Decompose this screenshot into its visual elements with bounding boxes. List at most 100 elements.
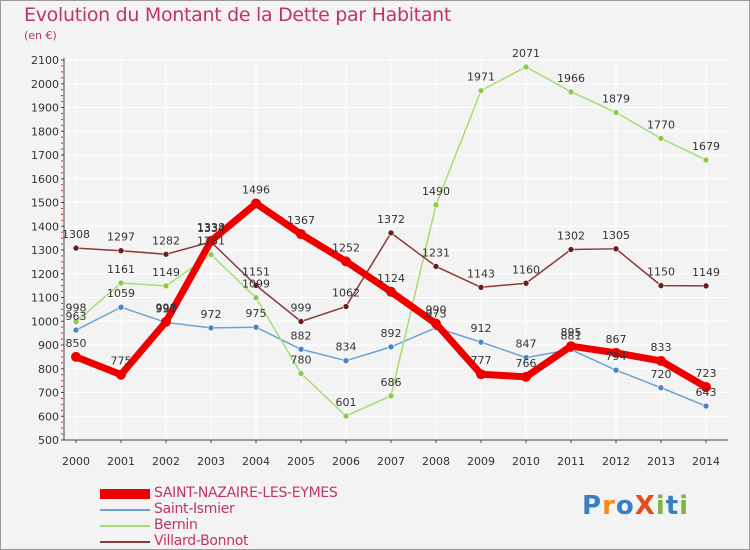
data-label: 720 (651, 368, 672, 381)
data-point (116, 369, 126, 380)
data-point (611, 347, 621, 358)
data-point (567, 88, 575, 96)
y-tick-label: 1100 (31, 292, 59, 305)
data-label: 780 (291, 354, 312, 367)
data-point (342, 303, 350, 310)
data-point (657, 135, 665, 142)
chart-title: Evolution du Montant de la Dette par Hab… (24, 4, 452, 26)
data-label: 1282 (152, 234, 180, 247)
data-label: 1305 (602, 229, 630, 242)
y-tick-label: 1800 (31, 125, 59, 138)
data-label: 1490 (422, 185, 450, 198)
data-point (117, 303, 125, 311)
data-point (656, 355, 666, 366)
data-label: 1124 (377, 272, 405, 285)
data-label: 998 (156, 302, 177, 315)
data-label: 1059 (107, 287, 135, 300)
data-label: 881 (561, 330, 582, 343)
data-label: 2071 (512, 47, 540, 60)
y-tick-label: 2000 (31, 78, 59, 91)
data-point (252, 294, 260, 302)
data-label: 882 (291, 329, 312, 342)
data-label: 1149 (692, 266, 720, 279)
chart-unit: (en €) (24, 29, 57, 42)
data-label: 847 (516, 338, 537, 351)
data-point (702, 156, 710, 164)
data-point (432, 201, 440, 209)
legend-label: SAINT-NAZAIRE-LES-EYMES (154, 485, 338, 501)
data-label: 1971 (467, 71, 495, 84)
data-point (296, 229, 306, 240)
legend-swatch (100, 509, 150, 511)
data-label: 895 (561, 326, 582, 339)
data-label: 892 (381, 327, 402, 340)
data-point (117, 279, 125, 287)
data-label: 1334 (197, 222, 225, 235)
data-label: 1099 (242, 278, 270, 291)
y-tick-label: 1200 (31, 268, 59, 281)
data-label: 643 (696, 386, 717, 399)
data-point (387, 392, 395, 400)
legend-swatch (100, 525, 150, 527)
data-label: 1679 (692, 140, 720, 153)
x-tick-label: 2014 (692, 455, 720, 468)
data-point (477, 87, 485, 94)
data-point (567, 246, 575, 253)
data-label: 1297 (107, 231, 135, 244)
y-tick-label: 1400 (31, 220, 59, 233)
data-point (702, 282, 710, 290)
data-label: 1160 (512, 263, 540, 276)
data-point (477, 338, 485, 346)
data-point (431, 318, 441, 329)
y-tick-label: 1700 (31, 149, 59, 162)
data-point (162, 282, 170, 290)
y-tick-label: 700 (38, 387, 59, 400)
data-point (657, 384, 665, 392)
data-point (342, 412, 350, 420)
data-label: 867 (606, 333, 627, 346)
data-point (72, 318, 80, 326)
data-point (72, 326, 80, 334)
data-point (522, 279, 530, 287)
y-tick-label: 800 (38, 363, 59, 376)
data-label: 723 (696, 367, 717, 380)
data-label: 686 (381, 376, 402, 389)
data-label: 1151 (242, 265, 270, 278)
data-label: 1966 (557, 72, 585, 85)
y-tick-label: 1900 (31, 102, 59, 115)
data-label: 1161 (107, 263, 135, 276)
data-label: 999 (291, 301, 312, 314)
data-point (387, 343, 395, 351)
data-label: 998 (66, 302, 87, 315)
data-point (117, 247, 125, 255)
data-point (566, 341, 576, 352)
legend-label: Villard-Bonnot (154, 533, 249, 549)
data-point (297, 318, 305, 325)
series-group (71, 63, 711, 420)
data-point (341, 256, 351, 267)
x-tick-label: 2007 (377, 455, 405, 468)
data-point (476, 369, 486, 380)
data-label: 1231 (422, 246, 450, 259)
data-label: 1281 (197, 235, 225, 248)
data-label: 1149 (152, 266, 180, 279)
data-point (297, 370, 305, 377)
data-label: 1062 (332, 287, 360, 300)
data-point (657, 282, 665, 289)
data-point (477, 283, 485, 291)
data-point (207, 324, 215, 332)
x-tick-label: 2003 (197, 455, 225, 468)
data-label: 1372 (377, 213, 405, 226)
x-tick-label: 2004 (242, 455, 270, 468)
y-tick-label: 500 (38, 434, 59, 447)
y-tick-label: 900 (38, 339, 59, 352)
data-label: 833 (651, 341, 672, 354)
data-label: 972 (201, 308, 222, 321)
data-point (702, 402, 710, 410)
y-tick-label: 600 (38, 410, 59, 423)
legend-label: Bernin (154, 517, 198, 533)
legend-swatch (100, 541, 150, 543)
y-tick-label: 1600 (31, 173, 59, 186)
data-label: 794 (606, 350, 627, 363)
data-label: 850 (66, 337, 87, 350)
